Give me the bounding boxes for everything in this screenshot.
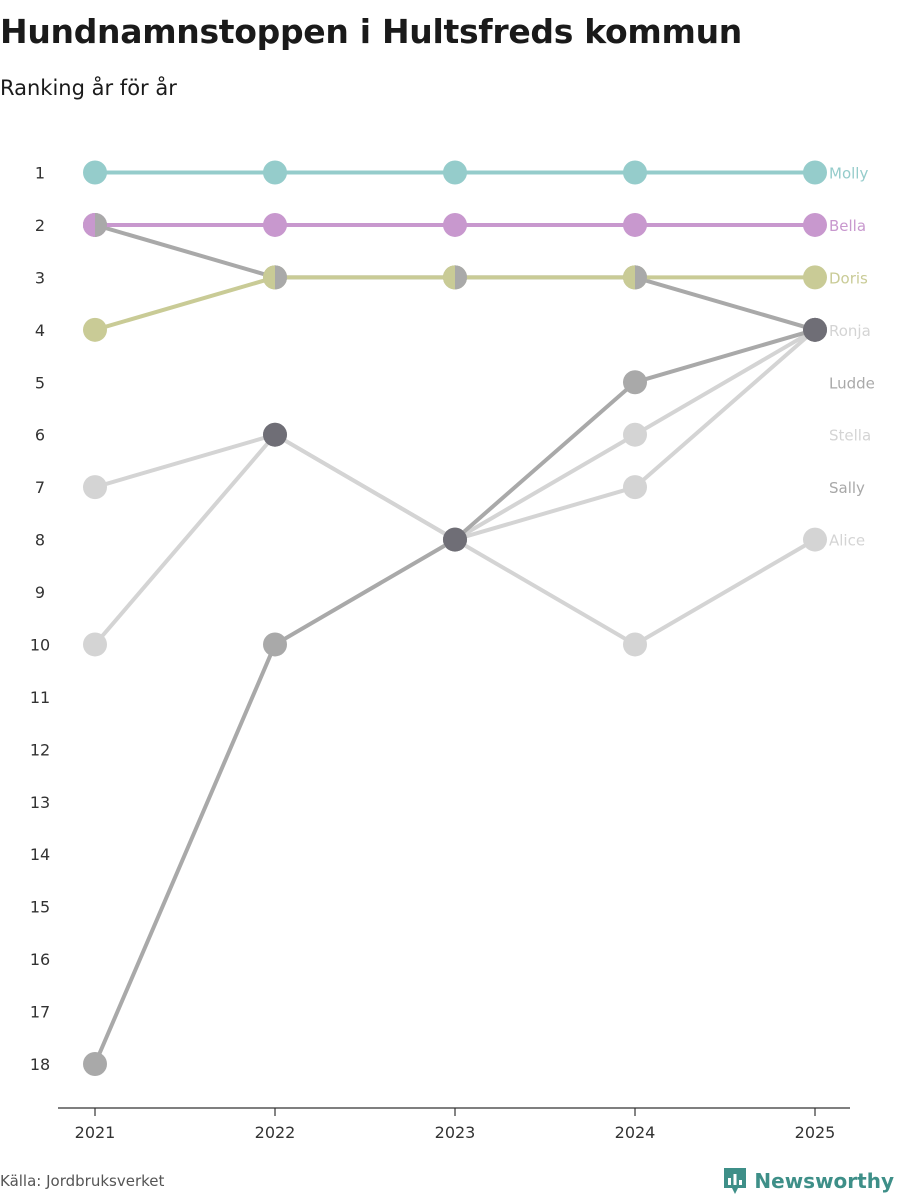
point-alice-2021 xyxy=(83,632,107,657)
split-point-bella-ronja-2021-left xyxy=(83,212,95,237)
y-tick-label-9: 9 xyxy=(35,583,45,602)
x-tick-label-2024: 2024 xyxy=(615,1123,656,1142)
point-molly-2025 xyxy=(803,160,827,185)
split-point-doris-ronja-2022-right xyxy=(275,265,287,290)
x-tick-label-2025: 2025 xyxy=(795,1123,836,1142)
y-tick-label-16: 16 xyxy=(30,950,50,969)
series-line-ludde xyxy=(93,327,817,1066)
point-ludde-2021 xyxy=(83,1052,107,1076)
point-molly-2023 xyxy=(443,160,467,185)
point-stella-2024 xyxy=(623,422,647,447)
y-tick-label-12: 12 xyxy=(30,740,50,759)
point-bella-2023 xyxy=(443,212,467,237)
point-molly-2024 xyxy=(623,160,647,185)
y-tick-label-2: 2 xyxy=(35,216,45,235)
point-doris-2025 xyxy=(803,265,827,290)
point-bella-2022 xyxy=(263,212,287,237)
highlight-point-ronja-2023 xyxy=(443,527,467,552)
end-label-stella: Stella xyxy=(829,427,871,445)
end-label-molly: Molly xyxy=(829,165,868,183)
point-alice-2025 xyxy=(803,527,827,552)
point-alice-2024 xyxy=(623,632,647,657)
y-tick-label-5: 5 xyxy=(35,373,45,392)
y-tick-label-11: 11 xyxy=(30,688,50,707)
y-tick-label-6: 6 xyxy=(35,426,45,445)
point-ludde-2024 xyxy=(623,370,647,395)
point-molly-2022 xyxy=(263,160,287,185)
point-bella-2024 xyxy=(623,212,647,237)
end-label-ronja: Ronja xyxy=(829,322,871,340)
end-label-sally: Sally xyxy=(829,479,865,497)
split-point-doris-ronja-2024-left xyxy=(623,265,635,290)
chart-subtitle: Ranking år för år xyxy=(0,76,177,100)
split-point-doris-ronja-2022-left xyxy=(263,265,275,290)
y-tick-label-1: 1 xyxy=(35,164,45,183)
y-tick-label-8: 8 xyxy=(35,531,45,550)
split-point-doris-ronja-2024-right xyxy=(635,265,647,290)
point-sally-2024 xyxy=(623,475,647,500)
chart-title: Hundnamnstoppen i Hultsfreds kommun xyxy=(0,12,742,51)
split-point-doris-ronja-2023-left xyxy=(443,265,455,290)
split-point-doris-ronja-2023-right xyxy=(455,265,467,290)
end-label-ludde: Ludde xyxy=(829,374,875,392)
brand-name: Newsworthy xyxy=(754,1169,894,1193)
y-tick-label-15: 15 xyxy=(30,898,50,917)
x-tick-label-2022: 2022 xyxy=(255,1123,296,1142)
split-point-bella-ronja-2021-right xyxy=(95,212,107,237)
highlight-point-ronja-2022 xyxy=(263,422,287,447)
x-tick-label-2021: 2021 xyxy=(75,1123,116,1142)
y-tick-label-10: 10 xyxy=(30,635,50,654)
point-stella-2021 xyxy=(83,475,107,500)
point-doris-2021 xyxy=(83,317,107,342)
point-ludde-2022 xyxy=(263,632,287,657)
end-label-bella: Bella xyxy=(829,217,866,235)
y-tick-label-4: 4 xyxy=(35,321,45,340)
y-tick-label-13: 13 xyxy=(30,793,50,812)
brand-logo: Newsworthy xyxy=(722,1166,894,1196)
newsworthy-logo-icon xyxy=(724,1168,747,1194)
point-molly-2021 xyxy=(83,160,107,185)
source-note: Källa: Jordbruksverket xyxy=(0,1172,165,1190)
end-label-doris: Doris xyxy=(829,269,868,287)
end-label-alice: Alice xyxy=(829,532,865,550)
y-tick-label-17: 17 xyxy=(30,1003,50,1022)
x-tick-label-2023: 2023 xyxy=(435,1123,476,1142)
y-tick-label-18: 18 xyxy=(30,1055,50,1074)
highlight-point-ronja-2025 xyxy=(803,317,827,342)
point-bella-2025 xyxy=(803,212,827,237)
y-tick-label-3: 3 xyxy=(35,268,45,287)
y-tick-label-7: 7 xyxy=(35,478,45,497)
y-tick-label-14: 14 xyxy=(30,845,50,864)
